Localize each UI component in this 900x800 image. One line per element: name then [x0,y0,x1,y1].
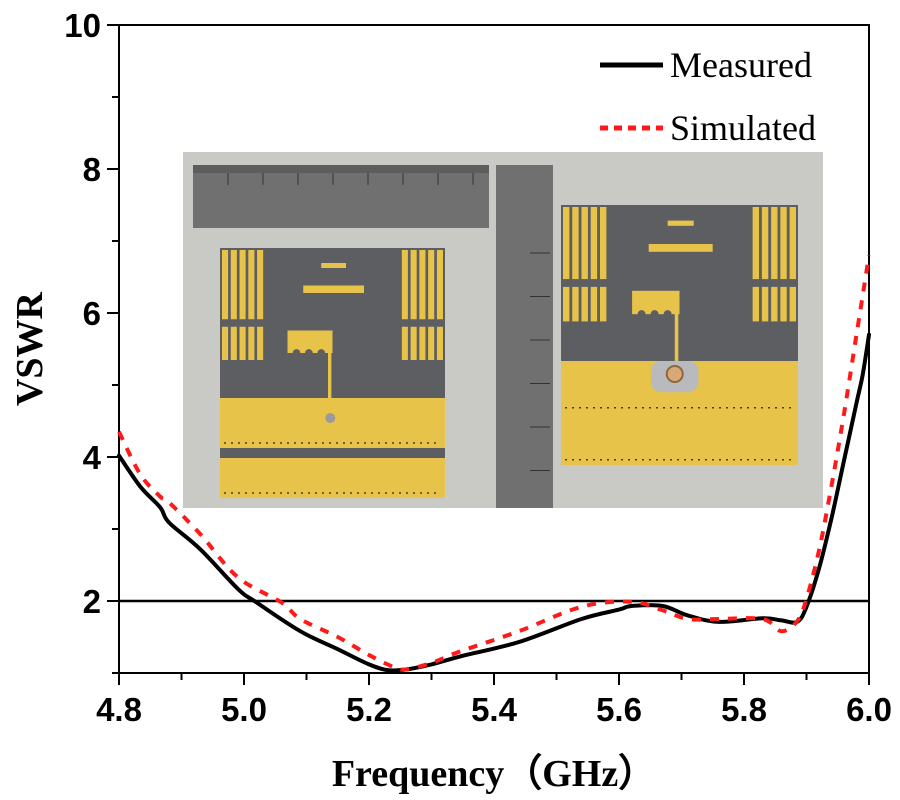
tick-labels: 2 4 6 8 10 4.8 5.0 5.2 5.4 5.6 5.8 6.0 [64,7,892,728]
x-tick-label: 5.4 [471,691,518,728]
horizontal-ruler-edge [193,165,489,173]
pcb-back-parasitic-long [648,244,713,252]
pcb-back-strip-right [771,207,778,322]
pcb-front-feedline [328,348,332,398]
pcb-back-patch-notch [663,310,672,319]
pcb-front-patch-notch [292,349,301,357]
pcb-back-strip-gap-right [750,279,798,287]
pcb-back-strip-left [581,207,588,322]
pcb-back-strip-left [590,207,598,322]
series-line-measured [117,332,871,673]
antenna-photo-inset [183,152,823,508]
pcb-front-patch-notch [305,349,313,357]
y-tick-label: 6 [83,295,101,332]
pcb-back-strip-left [572,207,579,322]
y-tick-label: 4 [83,439,102,476]
pcb-front-ground-slot [220,448,445,458]
y-tick-label: 2 [83,583,101,620]
pcb-front-parasitic-short [321,263,346,268]
pcb-back-parasitic-short [667,220,694,226]
x-tick-label: 6.0 [846,691,892,728]
x-tick-label: 5.0 [221,691,267,728]
pcb-back-strip-gap-left [561,279,609,287]
vertical-ruler [496,165,553,508]
pcb-front-strip-left [257,250,264,360]
pcb-back-strip-right [761,207,769,322]
y-tick-label: 8 [83,151,101,188]
pcb-front-strip-right [410,250,417,360]
pcb-front-feed-point [325,413,336,423]
pcb-back-strip-left [599,207,607,322]
horizontal-ruler [193,165,489,228]
pcb-front-strip-gap-left [220,319,265,327]
pcb-back-patch [632,290,680,315]
x-tick-label: 4.8 [96,691,142,728]
pcb-front-strip-left [230,250,237,360]
legend-label-measured: Measured [670,45,812,85]
pcb-back-patch-notch [637,310,646,319]
pcb-back-strip-right [780,207,787,322]
pcb-front-strip-right [401,250,408,360]
pcb-front-patch [287,330,333,353]
legend: Measured Simulated [600,45,816,148]
pcb-front-strip-right [436,250,443,360]
pcb-front-strip-left [239,250,246,360]
pcb-front-strip-gap-right [400,319,445,327]
pcb-back-strip-right [789,207,796,322]
pcb-front-strip-left [248,250,255,360]
x-tick-label: 5.8 [721,691,767,728]
y-tick-label: 10 [64,7,101,44]
series [117,255,871,673]
pcb-front-patch-notch [317,349,326,357]
pcb-front-strip-right [428,250,435,360]
pcb-back-strip-left [563,207,570,322]
legend-label-simulated: Simulated [670,108,816,148]
pcb-front-strip-right [419,250,426,360]
pcb-back-feedline [674,309,679,361]
y-axis-title: VSWR [9,291,51,406]
x-tick-label: 5.6 [596,691,642,728]
pcb-back-patch-notch [650,310,659,319]
x-tick-label: 5.2 [346,691,392,728]
pcb-front-strip-left [222,250,229,360]
series-line-simulated [117,255,871,672]
x-axis-title: Frequency（GHz） [332,753,656,795]
sma-connector-pin [665,365,684,383]
pcb-front-parasitic-long [303,285,364,293]
axes [107,24,870,685]
pcb-back-strip-right [752,207,760,322]
